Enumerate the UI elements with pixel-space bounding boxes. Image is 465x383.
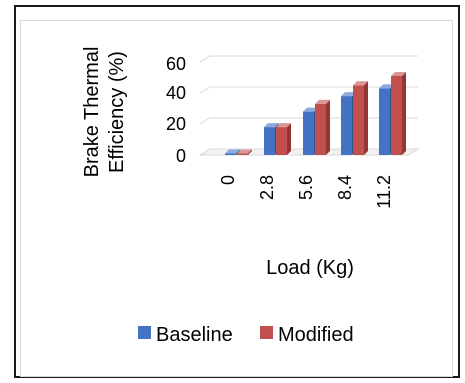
bar-top	[237, 149, 252, 154]
bar-side	[364, 81, 368, 155]
bar-front	[341, 96, 352, 155]
y-axis-title-line2: Efficiency (%)	[106, 51, 128, 173]
y-tick-label: 60	[166, 54, 186, 74]
gridline	[199, 55, 418, 63]
bar-top	[341, 92, 356, 97]
bar-modified-2.8	[276, 123, 291, 155]
bar-modified-0	[237, 149, 252, 155]
bar-front	[276, 127, 287, 155]
bar-front	[225, 153, 236, 155]
x-tick-label: 0	[218, 175, 238, 185]
bar-top	[315, 99, 330, 104]
x-tick-label: 8.4	[335, 175, 355, 200]
legend-swatch-modified	[260, 326, 273, 339]
y-tick-label: 0	[176, 146, 186, 166]
x-axis-ticks: 0 2.8 5.6 8.4 11.2	[218, 175, 394, 209]
legend: Baseline Modified	[138, 324, 354, 346]
bar-side	[326, 99, 330, 155]
x-axis-title: Load (Kg)	[266, 257, 354, 279]
bar-top	[276, 123, 291, 128]
y-tick-label: 20	[166, 114, 186, 134]
bar-side	[248, 149, 252, 155]
bar-side	[287, 123, 291, 155]
gridline	[199, 86, 418, 94]
bar-front	[315, 103, 326, 155]
legend-label-baseline: Baseline	[156, 324, 233, 346]
bar-front	[353, 85, 364, 155]
bar-top	[303, 107, 318, 112]
bar-front	[237, 153, 248, 155]
chart-area	[20, 20, 453, 377]
y-axis-ticks: 60 40 20 0	[166, 54, 186, 166]
bar-top	[264, 123, 279, 128]
bar-modified-11.2	[391, 71, 406, 155]
bar-front	[303, 111, 314, 155]
y-axis-title: Brake Thermal Efficiency (%)	[81, 47, 128, 178]
x-tick-label: 11.2	[374, 175, 394, 209]
y-axis-title-line1: Brake Thermal	[81, 47, 103, 178]
bar-top	[225, 149, 240, 154]
x-tick-label: 5.6	[296, 175, 316, 200]
bar-front	[379, 88, 390, 155]
bar-front	[391, 75, 402, 155]
bar-modified-5.6	[315, 99, 330, 155]
bar-top	[379, 84, 394, 89]
bar-front	[264, 127, 275, 155]
y-tick-label: 40	[166, 83, 186, 103]
legend-label-modified: Modified	[278, 324, 354, 346]
bars	[225, 71, 406, 155]
bar-side	[402, 71, 406, 155]
bar-modified-8.4	[353, 81, 368, 155]
legend-swatch-baseline	[138, 326, 151, 339]
x-tick-label: 2.8	[257, 175, 277, 200]
bar-top	[391, 71, 406, 76]
bar-top	[353, 81, 368, 86]
